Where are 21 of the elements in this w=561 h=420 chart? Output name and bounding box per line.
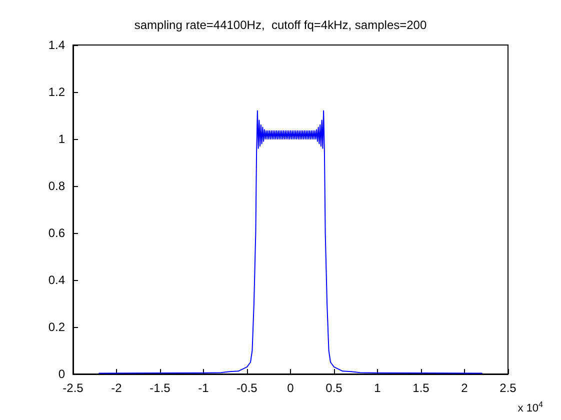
- x-tick-label: 2.5: [500, 381, 517, 395]
- y-tick-label: 1.2: [48, 85, 66, 99]
- x-tick-label: -2: [111, 381, 122, 395]
- y-tick-label: 0.2: [48, 320, 66, 334]
- y-tick-label: 0: [58, 367, 66, 381]
- x-tick-label: 2: [461, 381, 468, 395]
- x-tick-label: -1: [198, 381, 210, 395]
- y-tick-label: 1.4: [48, 38, 66, 52]
- x-tick-label: 0.5: [326, 381, 343, 395]
- x-tick-label: -2.5: [62, 381, 84, 395]
- x-tick-label: 1.5: [412, 381, 430, 395]
- x-tick-label: 1: [374, 381, 382, 395]
- x-tick-label: 0: [287, 381, 294, 395]
- y-tick-label: 0.8: [48, 179, 66, 193]
- y-tick-label: 1: [58, 132, 66, 146]
- y-tick-label: 0.4: [48, 273, 66, 287]
- y-tick-label: 0.6: [48, 226, 66, 240]
- line-series: [98, 110, 482, 374]
- x-tick-label: -0.5: [236, 381, 258, 395]
- chart-title: sampling rate=44100Hz, cutoff fq=4kHz, samples=200: [134, 18, 427, 32]
- x-tick-label: -1.5: [150, 381, 171, 395]
